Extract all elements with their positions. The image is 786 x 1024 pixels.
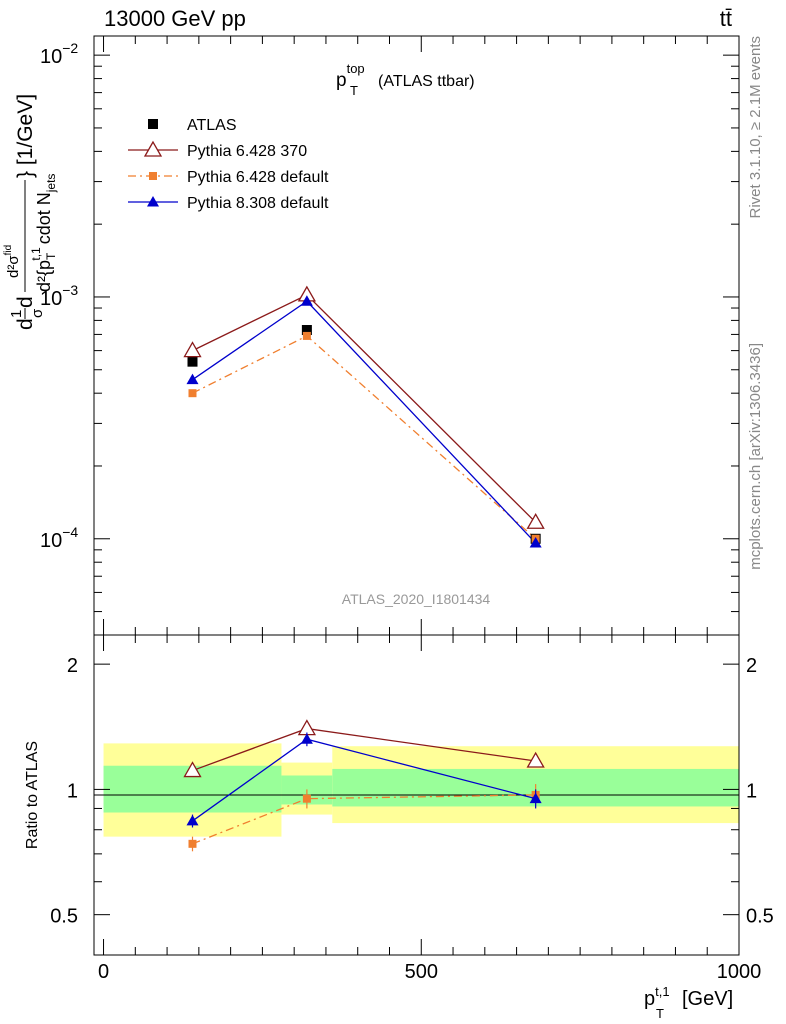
main-axis-ticks (94, 36, 740, 636)
legend-marker-1 (143, 140, 163, 157)
legend-label-3: Pythia 8.308 default (187, 195, 329, 212)
mcplots-label: mcplots.cern.ch [arXiv:1306.3436] (747, 343, 764, 570)
main-point-0-0 (187, 356, 198, 367)
main-ytick-base: 10 (40, 46, 62, 68)
ratio-xtick-label: 0 (98, 961, 109, 983)
ratio-point-2-1 (300, 733, 313, 744)
legend-label-0: ATLAS (187, 117, 237, 134)
main-y-label: d 1 σ d d²σfid d²{pTt,1cdot Njets } [1/G… (3, 94, 58, 330)
main-point-1-0 (183, 341, 202, 358)
legend: ATLAS Pythia 6.428 370 Pythia 6.428 defaul… (128, 117, 329, 212)
title-rest: (ATLAS ttbar) (378, 73, 475, 90)
main-ytick-label: 10−3 (40, 282, 78, 310)
main-point-3-2 (529, 537, 542, 548)
ratio-point-1-0 (188, 839, 197, 848)
ratio-ytick-label: 2 (67, 655, 78, 677)
main-series-line-3 (192, 300, 537, 544)
ratio-y-label: Ratio to ATLAS (24, 741, 41, 849)
ratio-ytick-label-right: 1 (746, 780, 757, 802)
header-left: 13000 GeV pp (104, 6, 246, 31)
ratio-frame (93, 634, 740, 956)
main-point-0-1 (301, 325, 312, 336)
legend-label-1: Pythia 6.428 370 (187, 143, 307, 160)
ylabel-frac1-num: 1 (8, 310, 25, 318)
ratio-series-layer (183, 719, 545, 852)
ratio-series-line-1 (192, 794, 536, 845)
ylabel-d1: d (14, 318, 37, 330)
legend-label-2: Pythia 6.428 default (187, 169, 329, 186)
ylabel-unit: } [1/GeV] (14, 94, 37, 178)
ylabel-d2: d (14, 296, 37, 308)
ylabel-frac2-num: d²σfid (3, 245, 22, 278)
main-y-tick-labels: 10−210−310−4 (40, 40, 78, 552)
xlabel-sup: t,1 (655, 984, 669, 999)
ratio-bands (103, 743, 739, 837)
title-p: p (336, 70, 347, 91)
main-ytick-base: 10 (40, 288, 62, 310)
rivet-label: Rivet 3.1.10, ≥ 2.1M events (747, 36, 764, 219)
main-ytick-exp: −2 (62, 40, 78, 56)
ylabel-frac2-den: d²{pTt,1cdot Njets (29, 174, 58, 292)
ratio-panel: 0.5 0.5 1 1 2 2 0 500 1000 Ratio to ATLAS pt,1 T [… (24, 634, 774, 1021)
ratio-point-0-0 (183, 761, 202, 778)
main-point-2-0 (188, 389, 197, 398)
ratio-point-2-2 (529, 792, 542, 804)
main-point-3-0 (186, 373, 199, 385)
ratio-point-0-2 (526, 751, 545, 768)
ratio-tick-labels: 0.5 0.5 1 1 2 2 0 500 1000 (50, 655, 774, 983)
main-ytick-label: 10−2 (40, 40, 78, 68)
ratio-ytick-label-right: 0.5 (746, 906, 774, 928)
ratio-point-0-1 (297, 719, 317, 736)
xlabel-unit: [GeV] (682, 988, 733, 1010)
main-title: ptop T (ATLAS ttbar) (336, 61, 475, 98)
ratio-ytick-label-right: 2 (746, 655, 757, 677)
ratio-point-1-1 (302, 794, 311, 803)
title-sup: top (347, 61, 365, 76)
ratio-point-2-0 (186, 814, 199, 826)
legend-marker-3 (147, 196, 159, 207)
ratio-ytick-label: 1 (67, 780, 78, 802)
xlabel-p: p (644, 988, 655, 1010)
legend-marker-0 (148, 119, 158, 129)
title-sub: T (350, 83, 358, 98)
main-point-1-2 (526, 512, 545, 529)
main-ytick-exp: −3 (62, 282, 78, 298)
ratio-x-label: pt,1 T [GeV] (644, 984, 733, 1021)
main-point-3-1 (300, 295, 313, 306)
main-series-layer (183, 285, 545, 548)
header-right: tt̄ (720, 6, 732, 31)
ratio-axis-ticks (94, 635, 740, 956)
ratio-ytick-label: 0.5 (50, 906, 78, 928)
main-watermark: ATLAS_2020_I1801434 (342, 591, 491, 607)
ylabel-frac1-den: σ (29, 308, 46, 318)
xlabel-sub: T (656, 1006, 664, 1021)
main-series-line-2 (192, 335, 537, 540)
main-point-2-1 (302, 331, 311, 340)
main-panel: 10−210−310−4 ATLAS_2020_I1801434 ptop T(A… (3, 35, 740, 636)
ratio-xtick-label: 1000 (717, 961, 762, 983)
main-ytick-label: 10−4 (40, 524, 78, 552)
main-ytick-exp: −4 (62, 524, 78, 540)
legend-marker-2 (149, 172, 157, 180)
main-ytick-base: 10 (40, 530, 62, 552)
ratio-xtick-label: 500 (405, 961, 438, 983)
